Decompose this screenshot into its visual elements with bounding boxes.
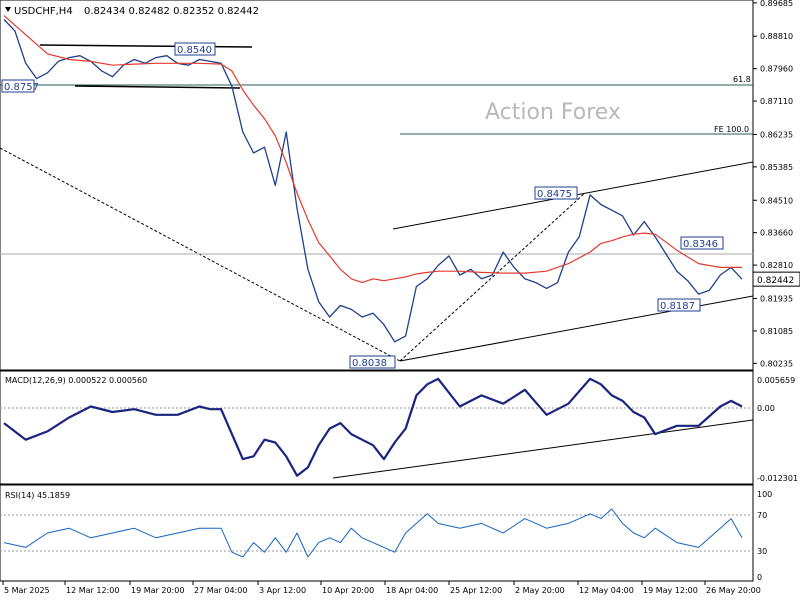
x-tick-label: 10 Apr 20:00 [322,586,374,595]
ma-series-line [3,15,742,284]
macd-panel [0,370,754,485]
current-price-tag-frame [752,271,800,287]
fib-618-label: 61.8 [733,75,751,84]
rsi-series-group [3,508,743,558]
macd-group: MACD(12,26,9) 0.000522 0.000560 0.005659… [0,376,798,483]
x-tick-label: 12 May 04:00 [579,586,634,595]
y-tick-label: 0.83660 [760,229,793,238]
macd-label: MACD(12,26,9) 0.000522 0.000560 [5,376,147,385]
y-tick-label: 0.84510 [760,196,793,205]
rsi-panel [0,484,754,582]
x-tick-label: 27 Mar 04:00 [194,586,247,595]
price-panel [0,0,754,371]
x-tick-label: 19 May 12:00 [643,586,698,595]
x-tick-label: 26 May 20:00 [706,586,761,595]
box-08038-frame [349,355,396,369]
rsi-label: RSI(14) 45.1859 [5,491,70,500]
dropdown-arrow-icon[interactable] [5,7,11,12]
y-tick-label: 0.87960 [760,65,793,74]
macd-series-line [3,377,743,477]
box-08475: 0.8475 [537,189,572,200]
x-tick-label: 25 Apr 12:00 [450,586,502,595]
y-tick-label: 0.87110 [760,97,793,106]
box-08038: 0.8038 [352,358,387,369]
box-08540-frame [174,42,216,56]
x-tick-label: 12 Mar 12:00 [66,586,119,595]
header-symbol: USDCHF,H4 [14,6,73,17]
x-tick-label: 3 Apr 12:00 [259,586,306,595]
box-08187: 0.8187 [660,301,695,312]
box-08757: 0.8757 [4,82,39,93]
box-08475-frame [534,186,578,200]
box-08757-frame [1,79,35,93]
range-bottom-line [74,85,241,89]
price-axis: 0.89685 0.88810 0.87960 0.87110 0.86235 0.853… [752,0,800,368]
box-08346-frame [680,236,724,250]
macd-tick-top: 0.005659 [757,376,795,385]
box-08187-frame [657,298,701,312]
price-series-line [3,19,743,343]
watermark: Action Forex [485,100,621,125]
drawings [0,44,753,362]
x-tick-label: 2 May 20:00 [515,586,565,595]
annotations: 61.8 FE 100.0 0.8540 0.8757 0.8475 0.803… [1,42,751,369]
y-tick-label: 0.81085 [760,327,793,336]
y-tick-label: 0.81935 [760,294,793,303]
y-tick-label: 0.89685 [760,0,793,8]
rsi-series-line [3,508,743,558]
box-08346: 0.8346 [683,239,718,250]
y-tick-label: 0.86235 [760,130,793,139]
header-ohlc: 0.82434 0.82482 0.82352 0.82442 [84,6,259,17]
price-series-group [3,15,743,343]
y-tick-label: 0.88810 [760,32,793,41]
x-tick-label: 18 Apr 04:00 [386,586,438,595]
box-08540: 0.8540 [177,45,212,56]
rsi-tick-30: 30 [757,547,767,556]
range-top-line [39,44,253,48]
y-tick-label: 0.85385 [760,163,793,172]
macd-series-group [3,377,743,477]
y-tick-label: 0.82810 [760,261,793,270]
rsi-tick-100: 100 [757,490,772,499]
fe-100-label: FE 100.0 [714,125,749,134]
macd-trendline [332,419,754,479]
dashed-trendline-up [399,192,586,362]
rsi-group: RSI(14) 45.1859 100 70 30 0 [0,490,772,582]
macd-tick-zero: 0.00 [757,404,775,413]
y-tick-label: 0.80235 [760,359,793,368]
current-price-tag: 0.82442 [757,276,794,286]
header: USDCHF,H4 0.82434 0.82482 0.82352 0.8244… [5,6,259,17]
x-tick-label: 5 Mar 2025 [4,586,50,595]
rsi-tick-70: 70 [757,511,767,520]
rsi-tick-0: 0 [757,573,762,582]
x-tick-label: 19 Mar 20:00 [131,586,184,595]
time-axis: 5 Mar 2025 12 Mar 12:00 19 Mar 20:00 27 Mar… [2,581,761,595]
macd-tick-bottom: -0.012301 [757,474,798,483]
